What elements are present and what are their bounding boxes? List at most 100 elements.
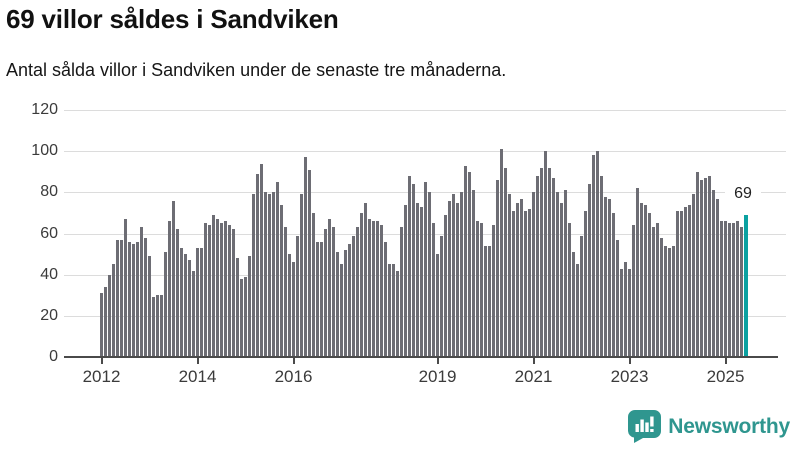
bar [396,270,399,357]
bar [260,163,263,357]
bar [608,198,611,357]
bar [416,202,419,357]
bar [616,239,619,357]
bar [524,210,527,357]
bar [452,194,455,357]
bar [216,219,219,357]
bar [504,167,507,357]
bar [372,221,375,357]
bar [376,221,379,357]
bar [572,252,575,357]
bar [632,225,635,357]
bar [140,227,143,357]
bars-container [100,110,748,357]
bar [704,177,707,357]
bar [392,264,395,357]
bar [420,206,423,357]
bar [176,229,179,357]
bar [592,155,595,357]
bar [444,215,447,357]
newsworthy-logo[interactable]: Newsworthy [628,410,790,444]
bar [660,237,663,357]
y-axis-label: 60 [40,225,58,242]
bar [284,227,287,357]
bar [556,192,559,357]
bar [664,245,667,357]
bar [304,157,307,357]
bar [520,198,523,357]
bar [508,194,511,357]
bar [316,241,319,357]
bar [364,202,367,357]
bar [400,227,403,357]
bar [716,198,719,357]
bar [116,239,119,357]
bar [548,167,551,357]
bar [128,241,131,357]
bar [144,237,147,357]
bar [484,245,487,357]
bar [672,245,675,357]
bar [148,256,151,357]
bar [300,194,303,357]
bar [280,204,283,357]
bar [584,210,587,357]
bar [220,223,223,357]
bar [568,223,571,357]
chart-title: 69 villor såldes i Sandviken [6,4,339,34]
bar [124,219,127,357]
bar [580,235,583,357]
y-axis-label: 0 [49,348,58,365]
bar [540,167,543,357]
chart-subtitle: Antal sålda villor i Sandviken under de … [6,60,507,80]
bar [132,243,135,357]
x-axis-line [64,356,778,358]
bar [112,264,115,357]
bar [512,210,515,357]
bar [476,221,479,357]
bar [412,184,415,357]
bar [560,202,563,357]
bar [648,212,651,357]
bar [152,297,155,357]
bar [604,196,607,357]
bar [344,250,347,357]
bar [440,235,443,357]
bar [688,204,691,357]
gridline [64,151,786,152]
bar [712,190,715,357]
bar [528,208,531,357]
bar [188,260,191,357]
bar [324,229,327,357]
bar [248,256,251,357]
bar [408,175,411,357]
y-axis-label: 40 [40,266,58,283]
bar [720,221,723,357]
x-axis-tick [724,358,727,364]
bar [136,241,139,357]
bar [388,264,391,357]
bar [424,182,427,357]
bar [108,274,111,357]
bar [668,247,671,357]
bar [696,171,699,357]
bar [644,204,647,357]
bar [244,276,247,357]
bar [328,219,331,357]
x-axis-tick [196,358,199,364]
bar [536,175,539,357]
newsworthy-icon [628,410,662,443]
x-axis-tick [532,358,535,364]
x-axis-tick [100,358,103,364]
bar [456,202,459,357]
bar [576,264,579,357]
bar [496,180,499,357]
bar [200,247,203,357]
bar [296,235,299,357]
bar [740,227,743,357]
bar [336,252,339,357]
x-axis-label: 2012 [82,367,121,386]
bar [208,225,211,357]
bar [104,287,107,357]
bar [256,173,259,357]
